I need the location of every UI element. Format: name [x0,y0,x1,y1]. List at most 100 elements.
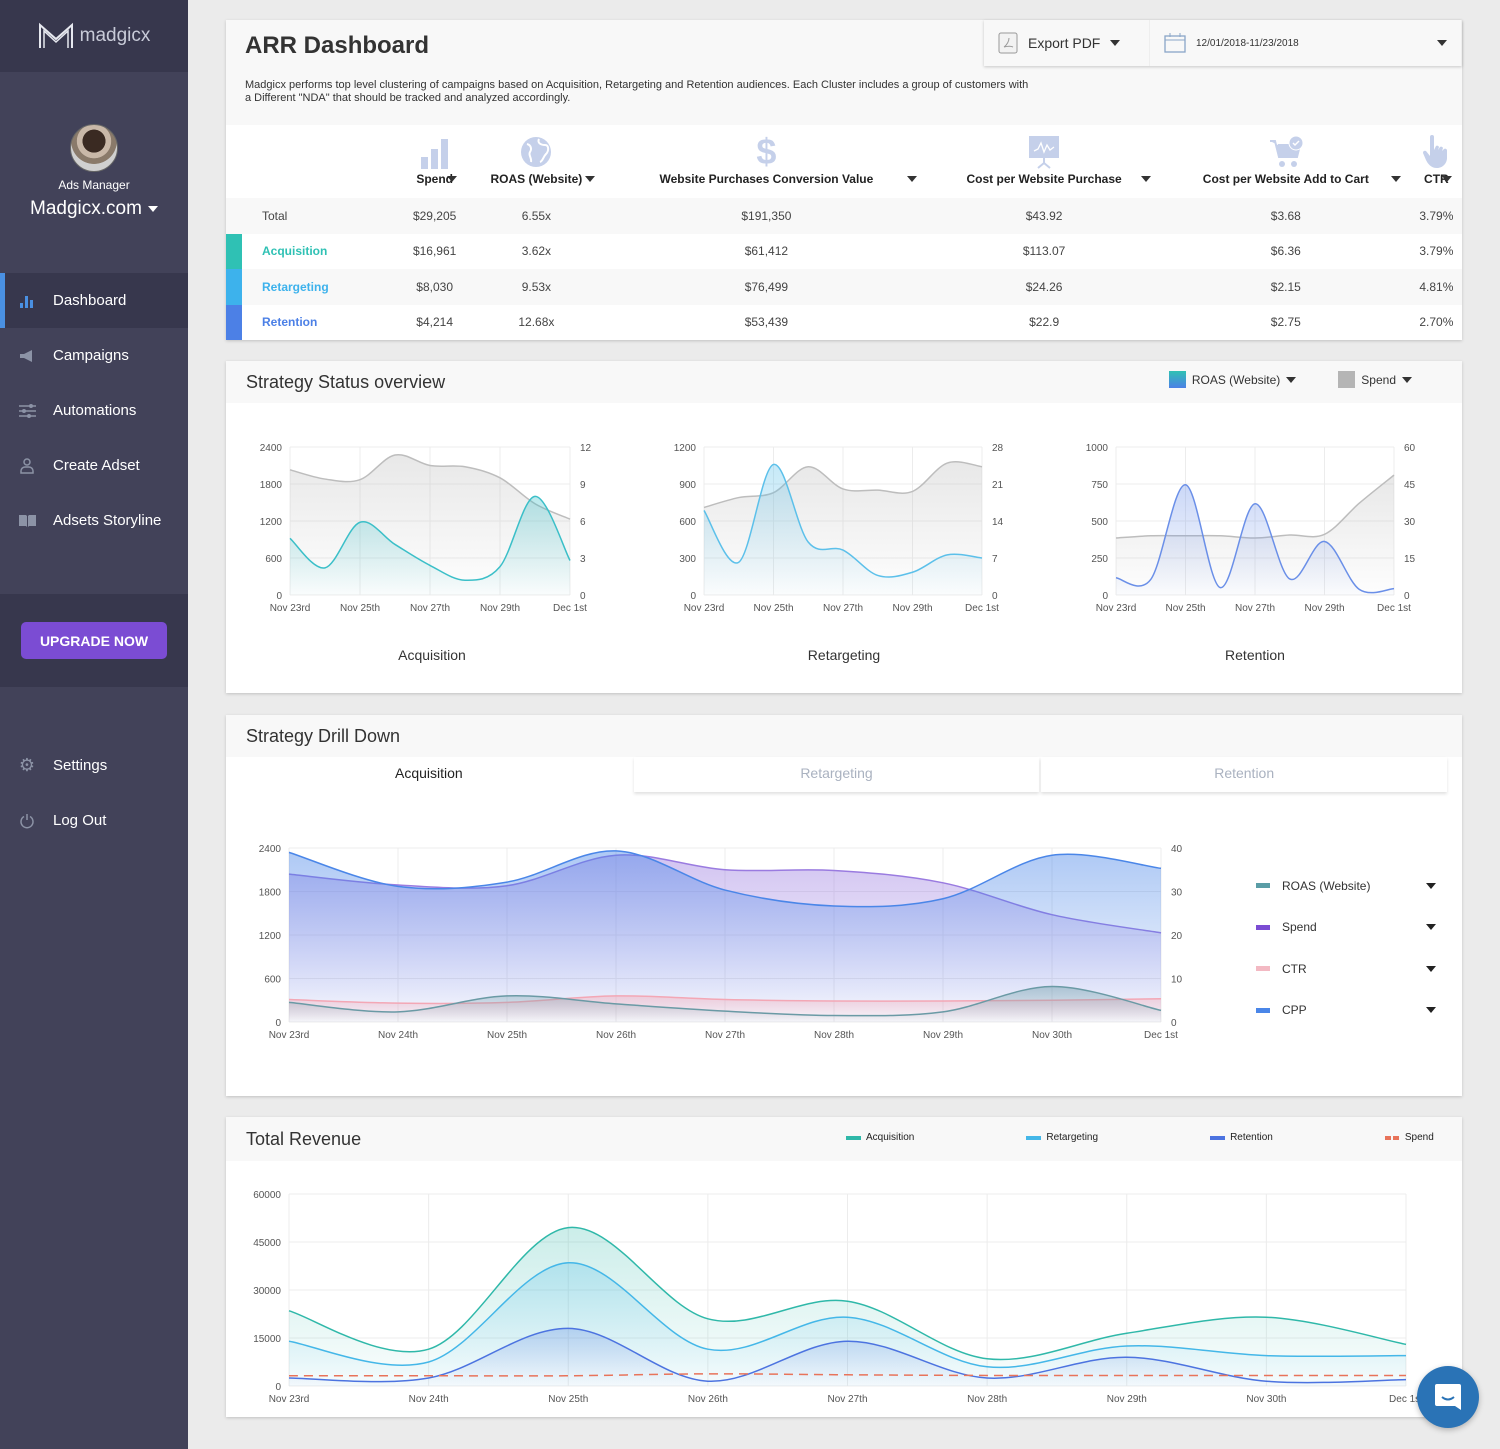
legend-item-roas[interactable]: ROAS (Website) [1168,371,1297,388]
legend-item-spend[interactable]: Spend [1256,907,1436,949]
chevron-down-icon [1286,376,1297,383]
column-header-label: CTR [1424,172,1449,186]
chevron-down-icon [1426,882,1436,889]
presentation-icon [1027,135,1061,169]
table-row-retargeting[interactable]: Retargeting $8,030 9.53x $76,499 $24.26 … [226,269,1462,305]
chart-caption: Acquisition [398,647,466,663]
sort-caret-icon[interactable] [585,176,596,182]
legend-item-roas[interactable]: ROAS (Website) [1256,865,1436,907]
legend-item-retargeting[interactable]: Retargeting [1026,1132,1098,1143]
x-tick-label: Nov 25th [340,603,380,614]
sidebar-item-label: Automations [53,402,137,419]
sidebar-item-campaigns[interactable]: Campaigns [0,328,188,383]
cell-roas: 12.68x [518,315,555,330]
column-header-roas[interactable]: ROAS (Website) [467,125,605,198]
column-header-spend[interactable]: Spend [402,125,467,198]
total-revenue-card: Total Revenue Acquisition Retargeting Re… [226,1117,1462,1417]
legend-label: Acquisition [866,1132,915,1143]
legend-label: Spend [1282,920,1317,935]
cell-conversion-value: $53,439 [744,315,789,330]
x-tick-label: Nov 26th [596,1030,636,1041]
y-right-tick-label: 21 [992,480,1004,491]
chat-bubble-icon [1435,1384,1461,1410]
chevron-down-icon [1437,40,1447,46]
column-header-label: Spend [416,172,453,186]
cart-icon [1269,135,1303,169]
x-tick-label: Nov 29th [892,603,932,614]
sidebar-item-settings[interactable]: ⚙ Settings [0,738,188,793]
sort-caret-icon[interactable] [1390,176,1401,182]
table-row-retention[interactable]: Retention $4,214 12.68x $53,439 $22.9 $2… [226,304,1462,340]
segment-link-retention[interactable]: Retention [262,315,318,330]
legend-swatch [1256,1007,1270,1013]
tab-retention[interactable]: Retention [1041,757,1447,792]
sidebar-item-log-out[interactable]: Log Out [0,793,188,848]
legend-item-spend[interactable]: Spend [1384,1132,1434,1143]
series-line-roas-website [703,463,983,578]
table-row-acquisition[interactable]: Acquisition $16,961 3.62x $61,412 $113.0… [226,233,1462,269]
chevron-down-icon [1426,1007,1436,1014]
chart-caption: Retargeting [807,647,881,663]
x-tick-label: Nov 23rd [684,603,725,614]
segment-link-retargeting[interactable]: Retargeting [262,279,329,294]
export-pdf-button[interactable]: Export PDF [984,20,1150,66]
sidebar-item-label: Create Adset [53,457,140,474]
cell-conversion-value: $191,350 [741,208,792,223]
y-right-tick-label: 0 [992,591,998,602]
sidebar-item-create-adset[interactable]: Create Adset [0,438,188,493]
chat-widget-button[interactable] [1417,1366,1479,1428]
sort-caret-icon[interactable] [1140,176,1151,182]
y-right-tick-label: 6 [580,517,586,528]
gear-icon: ⚙ [18,755,36,775]
legend-item-spend[interactable]: Spend [1338,371,1412,388]
card-title: Total Revenue [226,1117,1462,1161]
legend-item-retention[interactable]: Retention [1210,1132,1273,1143]
cell-spend: $16,961 [412,244,457,259]
y-right-tick-label: 20 [1171,931,1183,942]
sidebar-item-label: Adsets Storyline [53,512,162,529]
sort-caret-icon[interactable] [907,176,918,182]
tab-retargeting[interactable]: Retargeting [634,757,1040,792]
y-tick-label: 300 [679,554,696,565]
legend-item-acquisition[interactable]: Acquisition [846,1132,914,1143]
y-right-tick-label: 45 [1404,480,1416,491]
y-right-tick-label: 3 [580,554,586,565]
x-tick-label: Nov 23rd [270,603,311,614]
page-header: ARR Dashboard Madgicx performs top level… [226,20,1462,125]
sidebar-item-label: Settings [53,757,108,774]
column-header-conversion-value[interactable]: $ Website Purchases Conversion Value [605,125,927,198]
legend-item-cpp[interactable]: CPP [1256,990,1436,1032]
y-right-tick-label: 15 [1404,554,1416,565]
tab-acquisition[interactable]: Acquisition [394,765,463,781]
series-area-retention [289,1328,1406,1386]
sidebar-item-adsets-storyline[interactable]: Adsets Storyline [0,493,188,548]
cell-conversion-value: $61,412 [744,244,789,259]
y-right-tick-label: 30 [1171,888,1183,899]
date-range-picker[interactable]: 12/01/2018-11/23/2018 [1150,20,1462,66]
cell-cost-per-add-to-cart: $2.75 [1270,315,1301,330]
logo[interactable]: madgicx [0,0,188,72]
legend-item-ctr[interactable]: CTR [1256,948,1436,990]
account-selector[interactable]: Madgicx.com [0,198,188,220]
retention-status-chart: 0 250 500 750 1000 0 15 30 45 60 Nov 23rd Nov 25th N… [1086,443,1416,614]
column-header-cost-per-add-to-cart[interactable]: Cost per Website Add to Cart [1161,125,1411,198]
empty-header-cell [226,125,402,198]
upgrade-now-button[interactable]: UPGRADE NOW [21,622,167,659]
segment-link-acquisition[interactable]: Acquisition [262,244,328,259]
megaphone-icon [18,347,36,365]
sidebar-item-dashboard[interactable]: Dashboard [0,273,188,328]
avatar[interactable] [70,124,118,172]
account-name: Madgicx.com [30,198,142,219]
x-tick-label: Nov 23rd [1096,603,1137,614]
sidebar-item-automations[interactable]: Automations [0,383,188,438]
column-header-cost-per-purchase[interactable]: Cost per Website Purchase [927,125,1161,198]
series-line-retargeting [288,1262,1407,1369]
column-header-ctr[interactable]: CTR [1411,125,1462,198]
legend-label: Spend [1404,1132,1434,1143]
x-tick-label: Dec 1st [1377,603,1411,614]
sidebar-item-label: Campaigns [53,347,129,364]
y-right-tick-label: 14 [992,517,1004,528]
sort-caret-icon[interactable] [1442,176,1452,182]
cell-roas: 6.55x [521,208,552,223]
sort-caret-icon[interactable] [447,176,458,182]
